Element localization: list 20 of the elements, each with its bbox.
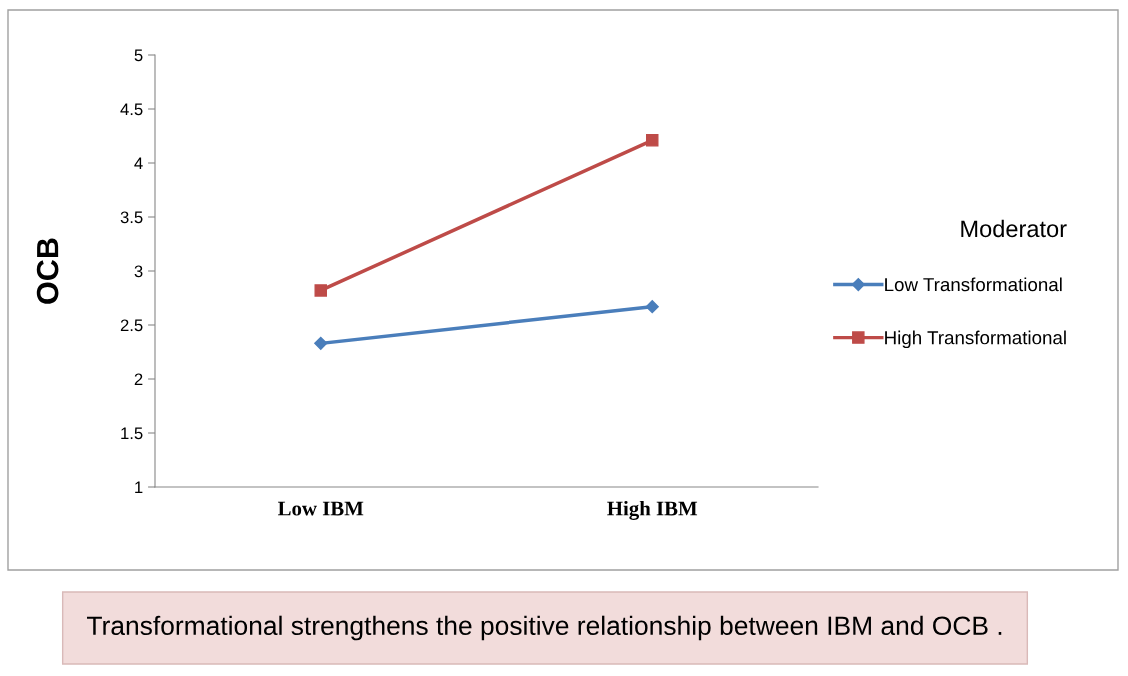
y-tick-label: 4.5 xyxy=(120,103,143,116)
x-tick-label: Low IBM xyxy=(277,501,364,516)
y-tick-label: 2.5 xyxy=(120,319,143,332)
y-axis-title: OCB xyxy=(36,238,59,304)
y-tick-label: 3.5 xyxy=(120,211,143,224)
point xyxy=(645,134,659,147)
legend-title: Moderator xyxy=(961,219,1067,238)
y-tick-label: 5 xyxy=(134,49,143,62)
y-tick-label: 3 xyxy=(134,265,143,278)
point xyxy=(314,284,328,297)
legend-label: Low Transformational xyxy=(885,277,1062,292)
legend-label: High Transformational xyxy=(885,330,1066,349)
y-tick-label: 2 xyxy=(134,373,143,386)
y-tick-label: 1 xyxy=(135,481,143,494)
point xyxy=(645,300,659,314)
x-tick-label: High IBM xyxy=(607,500,698,520)
y-tick-label: 4 xyxy=(134,157,143,170)
text: Transformational strengthens the positive relationship between IBM and OCB . xyxy=(87,615,1002,641)
point xyxy=(314,336,328,350)
y-tick-label: 1.5 xyxy=(121,427,143,440)
